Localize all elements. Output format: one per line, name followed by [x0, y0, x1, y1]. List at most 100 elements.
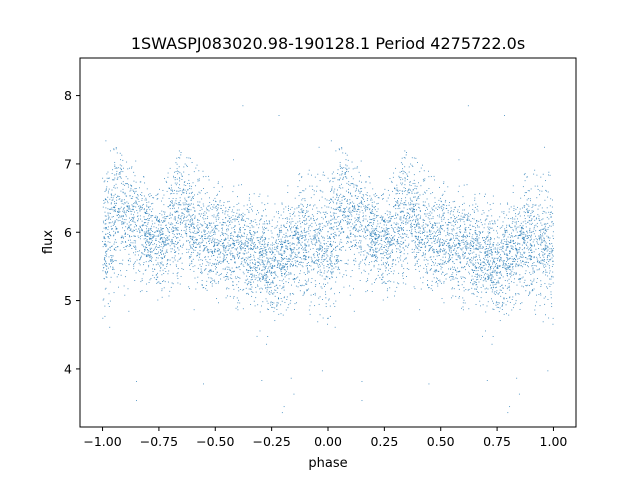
data-point	[545, 245, 547, 247]
data-point	[454, 221, 456, 223]
data-point	[172, 242, 174, 244]
data-point	[477, 205, 479, 207]
data-point	[523, 237, 525, 239]
data-point	[505, 304, 507, 306]
data-point	[519, 208, 521, 210]
data-point	[273, 248, 275, 250]
data-point	[103, 243, 105, 245]
data-point	[126, 223, 128, 225]
data-point	[339, 243, 340, 245]
data-point	[452, 214, 454, 216]
data-point	[236, 235, 238, 237]
data-point	[104, 244, 106, 246]
data-point	[279, 230, 280, 231]
data-point	[462, 251, 464, 253]
data-point	[151, 237, 153, 239]
data-point	[125, 219, 127, 221]
data-point	[487, 235, 489, 237]
data-point	[136, 381, 137, 382]
data-point	[204, 193, 206, 195]
data-point	[478, 263, 479, 265]
data-point	[368, 224, 370, 226]
data-point	[473, 271, 474, 273]
data-point	[160, 257, 162, 259]
data-point	[371, 233, 373, 235]
data-point	[375, 193, 376, 195]
data-point	[194, 228, 196, 229]
data-point	[439, 186, 440, 188]
data-point	[380, 247, 382, 249]
data-point	[259, 267, 261, 269]
data-point	[324, 214, 326, 215]
data-point	[315, 219, 317, 221]
data-point	[426, 190, 428, 192]
data-point	[175, 264, 177, 266]
data-point	[296, 238, 298, 240]
data-point	[213, 214, 215, 216]
data-point	[164, 242, 166, 244]
data-point	[205, 259, 207, 261]
data-point	[462, 267, 464, 269]
data-point	[360, 221, 361, 223]
data-point	[343, 208, 345, 209]
data-point	[313, 253, 315, 255]
data-point	[130, 189, 132, 191]
data-point	[533, 278, 535, 280]
data-point	[465, 227, 467, 228]
data-point	[276, 309, 278, 310]
data-point	[110, 203, 112, 205]
data-point	[399, 245, 401, 247]
data-point	[545, 223, 547, 225]
data-point	[537, 208, 539, 210]
data-point	[278, 238, 280, 240]
data-point	[177, 217, 179, 219]
data-point	[265, 265, 267, 267]
data-point	[332, 171, 334, 173]
data-point	[396, 217, 397, 219]
data-point	[158, 230, 160, 232]
data-point	[197, 204, 199, 206]
data-point	[254, 305, 256, 307]
data-point	[458, 206, 460, 208]
data-point	[291, 251, 293, 253]
data-point	[319, 227, 320, 229]
data-point	[352, 206, 354, 208]
data-point	[438, 207, 440, 209]
data-point	[499, 271, 501, 273]
data-point	[217, 224, 219, 226]
data-point	[524, 240, 526, 242]
data-point	[541, 219, 543, 221]
data-point	[133, 180, 135, 182]
data-point	[219, 235, 221, 237]
data-point	[112, 221, 114, 223]
data-point	[135, 240, 137, 242]
data-point	[482, 261, 484, 263]
data-point	[552, 263, 554, 265]
data-point	[243, 235, 245, 237]
data-point	[439, 279, 441, 281]
data-point	[180, 152, 182, 153]
data-point	[449, 222, 451, 224]
data-point	[372, 255, 374, 257]
data-point	[235, 218, 237, 220]
data-point	[226, 295, 228, 297]
data-point	[209, 271, 211, 273]
data-point	[497, 264, 499, 266]
data-point	[241, 215, 243, 217]
data-point	[341, 173, 343, 175]
data-point	[416, 260, 418, 262]
data-point	[149, 242, 151, 244]
data-point	[379, 222, 381, 224]
data-point	[479, 233, 481, 235]
data-point	[258, 227, 260, 229]
data-point	[394, 295, 395, 297]
data-point	[538, 215, 540, 217]
data-point	[133, 268, 135, 270]
data-point	[265, 279, 267, 281]
data-point	[456, 232, 458, 234]
data-point	[443, 261, 445, 263]
data-point	[209, 269, 211, 271]
data-point	[538, 235, 540, 237]
data-point	[103, 227, 105, 229]
data-point	[388, 241, 390, 243]
